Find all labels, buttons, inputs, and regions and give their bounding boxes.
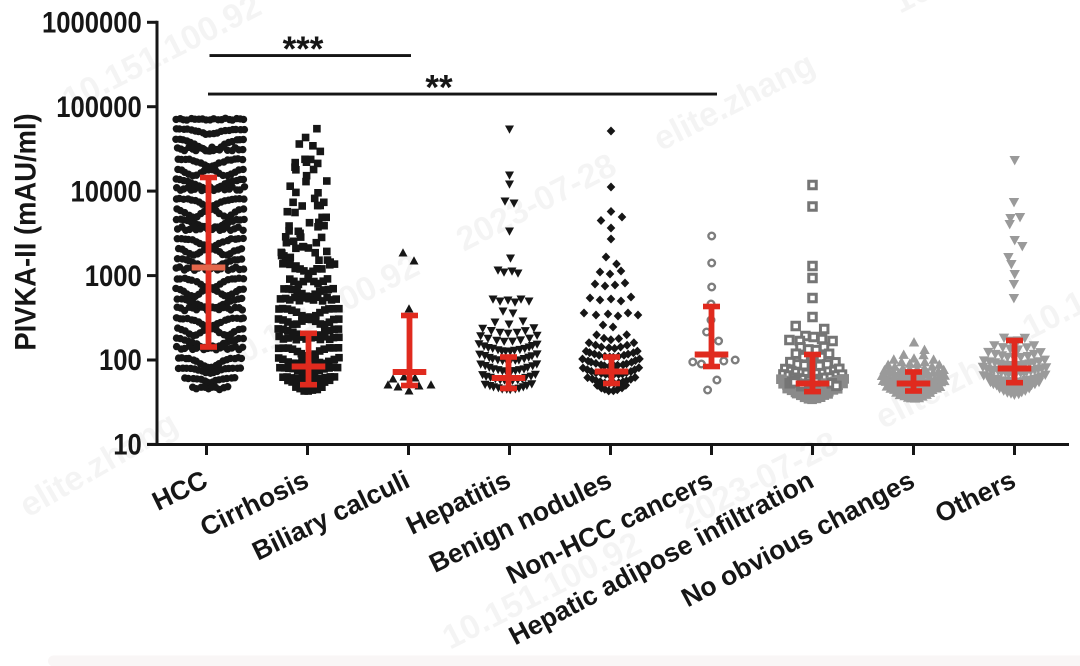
- svg-text:100000: 100000: [56, 90, 142, 123]
- svg-text:**: **: [425, 69, 453, 108]
- svg-text:10000: 10000: [71, 174, 142, 207]
- svg-text:10: 10: [113, 428, 142, 461]
- svg-text:PIVKA-II (mAU/ml): PIVKA-II (mAU/ml): [9, 113, 42, 350]
- svg-text:100: 100: [99, 343, 142, 376]
- svg-text:***: ***: [283, 30, 324, 69]
- svg-text:1000: 1000: [85, 259, 142, 292]
- svg-text:1000000: 1000000: [42, 6, 142, 39]
